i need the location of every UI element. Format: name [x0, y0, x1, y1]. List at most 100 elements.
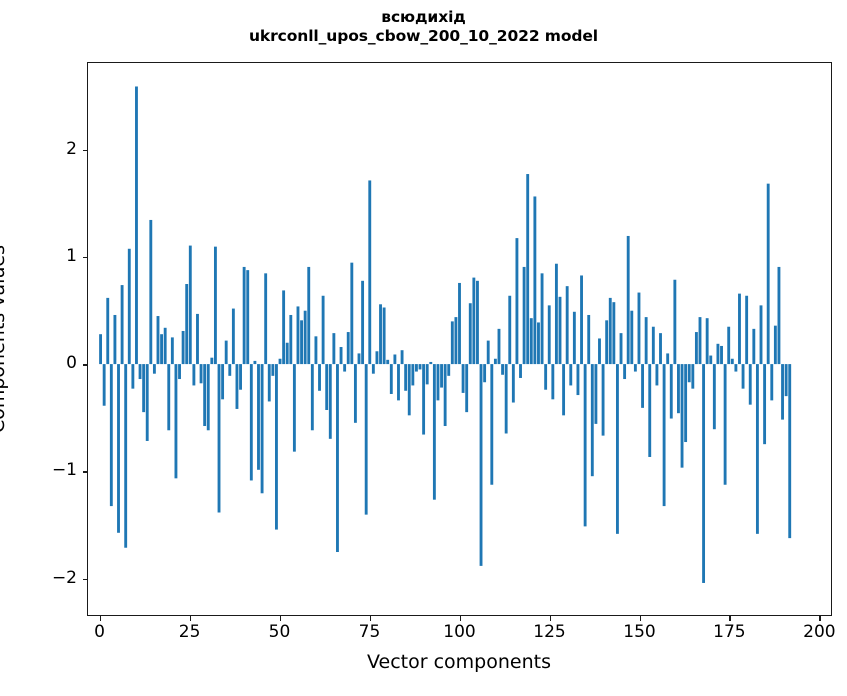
bar	[680, 364, 684, 468]
bar	[490, 364, 494, 485]
bar	[562, 364, 566, 416]
bar	[117, 364, 120, 533]
bar	[594, 364, 598, 424]
y-tick-label: 2	[66, 138, 77, 159]
bar	[120, 285, 124, 365]
bar	[479, 364, 483, 566]
bar	[142, 364, 146, 413]
bar	[149, 219, 153, 365]
bar	[188, 245, 192, 365]
bar	[221, 364, 225, 400]
bar	[436, 364, 440, 401]
bar	[257, 364, 260, 470]
x-tick-label: 25	[178, 622, 201, 642]
bar	[461, 364, 465, 393]
x-tick-mark	[279, 616, 281, 621]
bar	[332, 333, 336, 365]
bar	[239, 364, 242, 390]
bar	[192, 364, 196, 386]
bar	[770, 364, 774, 401]
bar	[314, 336, 318, 365]
bar	[163, 327, 167, 365]
bar	[432, 364, 436, 500]
bar	[318, 364, 321, 391]
bar	[278, 358, 282, 365]
bar	[300, 320, 304, 365]
bar	[605, 320, 609, 365]
bar	[626, 235, 630, 365]
bar	[777, 266, 781, 365]
bar	[511, 364, 515, 403]
bar	[576, 364, 580, 396]
bar	[253, 360, 257, 365]
bar	[472, 277, 476, 365]
bar	[210, 357, 214, 365]
bar	[131, 364, 135, 389]
bar	[397, 364, 400, 401]
bar	[135, 86, 138, 365]
bar	[501, 364, 505, 375]
bar	[468, 303, 472, 365]
bar	[246, 270, 250, 365]
y-tick-mark	[82, 257, 87, 259]
bar	[752, 328, 756, 365]
x-tick-label: 200	[803, 622, 836, 642]
bar	[138, 364, 142, 380]
bars-plot-area	[88, 63, 831, 615]
bar	[303, 310, 307, 365]
bar	[641, 364, 644, 408]
bar	[619, 333, 623, 365]
bar	[547, 305, 551, 365]
bar	[788, 364, 792, 539]
bar	[551, 364, 555, 400]
bar	[407, 364, 411, 416]
bar	[727, 326, 731, 365]
bar	[533, 196, 537, 365]
bar	[612, 302, 616, 365]
y-tick-mark	[82, 149, 87, 152]
x-tick-mark	[549, 616, 551, 621]
y-tick-mark	[82, 471, 87, 473]
bar	[199, 364, 203, 384]
bar	[285, 342, 289, 365]
bar	[644, 317, 648, 365]
bar	[716, 343, 720, 365]
bar	[235, 364, 239, 409]
bar	[565, 286, 569, 365]
bar	[633, 364, 637, 372]
bar	[522, 266, 526, 365]
x-tick-mark	[819, 616, 821, 621]
y-tick-mark	[82, 364, 87, 366]
x-tick-mark	[99, 616, 101, 621]
bar	[666, 353, 670, 365]
x-tick-label: 100	[443, 622, 476, 642]
bar	[422, 364, 426, 435]
bar	[755, 364, 759, 534]
y-axis-label: Components values	[0, 244, 9, 434]
bar	[375, 351, 379, 365]
bar	[583, 364, 587, 527]
chart-title: всюдихід ukrconll_upos_cbow_200_10_2022 …	[0, 8, 847, 46]
x-tick-mark	[369, 616, 371, 621]
bar	[651, 326, 655, 365]
bar	[217, 364, 221, 513]
bar	[720, 345, 723, 365]
bar	[167, 364, 171, 431]
bar	[766, 183, 770, 365]
bar	[476, 280, 479, 365]
x-tick-label: 125	[533, 622, 566, 642]
bar	[558, 296, 562, 365]
bar	[580, 275, 583, 365]
bar	[307, 266, 311, 365]
bar	[181, 330, 185, 365]
x-tick-mark	[729, 616, 731, 621]
bar	[267, 364, 271, 402]
bar	[773, 325, 777, 365]
bar	[292, 364, 296, 452]
bar	[379, 304, 382, 365]
bar	[389, 364, 393, 394]
bar	[99, 334, 103, 365]
bar	[224, 340, 228, 365]
bar	[350, 262, 354, 365]
bar	[185, 284, 189, 365]
